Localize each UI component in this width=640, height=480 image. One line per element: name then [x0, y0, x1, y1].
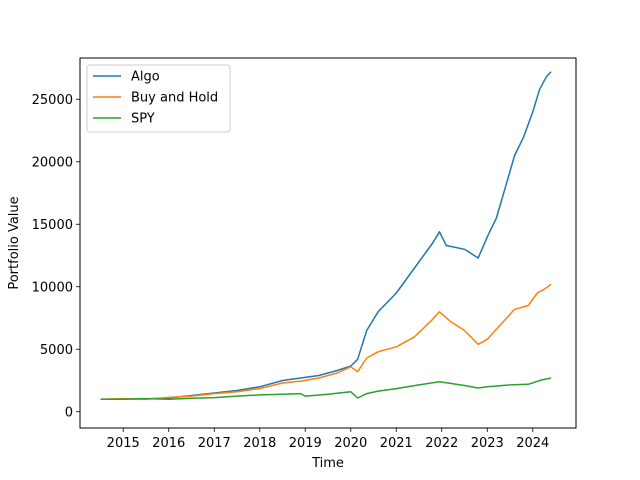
- series-line-spy: [100, 377, 552, 401]
- x-tick-label: 2015: [107, 436, 140, 451]
- y-tick-label: 25000: [32, 93, 73, 108]
- x-tick-label: 2016: [152, 436, 185, 451]
- legend-label: SPY: [131, 112, 155, 127]
- y-tick-label: 15000: [32, 218, 73, 233]
- y-tick-label: 5000: [40, 343, 73, 358]
- plot-lines: [100, 71, 552, 401]
- legend-label: Algo: [131, 70, 160, 85]
- x-tick-label: 2024: [516, 436, 549, 451]
- y-tick-label: 20000: [32, 155, 73, 170]
- y-axis-ticks: 0 5000 10000 15000 20000 25000: [32, 93, 80, 420]
- x-tick-label: 2019: [289, 436, 322, 451]
- x-tick-label: 2017: [198, 436, 231, 451]
- legend-label: Buy and Hold: [131, 91, 218, 106]
- x-tick-label: 2018: [243, 436, 276, 451]
- x-tick-label: 2021: [380, 436, 413, 451]
- y-tick-label: 0: [65, 405, 73, 420]
- y-axis-label: Portfolio Value: [7, 196, 22, 289]
- legend: Algo Buy and Hold SPY: [86, 64, 231, 133]
- y-tick-label: 10000: [32, 280, 73, 295]
- legend-box: [86, 64, 231, 133]
- x-tick-label: 2020: [334, 436, 367, 451]
- x-tick-label: 2022: [425, 436, 458, 451]
- series-line-buy-and-hold: [100, 283, 552, 401]
- x-tick-label: 2023: [471, 436, 504, 451]
- x-axis-ticks: 2015 2016 2017 2018 2019 2020 2021 2022 2023 2024: [107, 428, 549, 451]
- x-axis-label: Time: [311, 456, 344, 471]
- plot-area-frame: [79, 57, 577, 429]
